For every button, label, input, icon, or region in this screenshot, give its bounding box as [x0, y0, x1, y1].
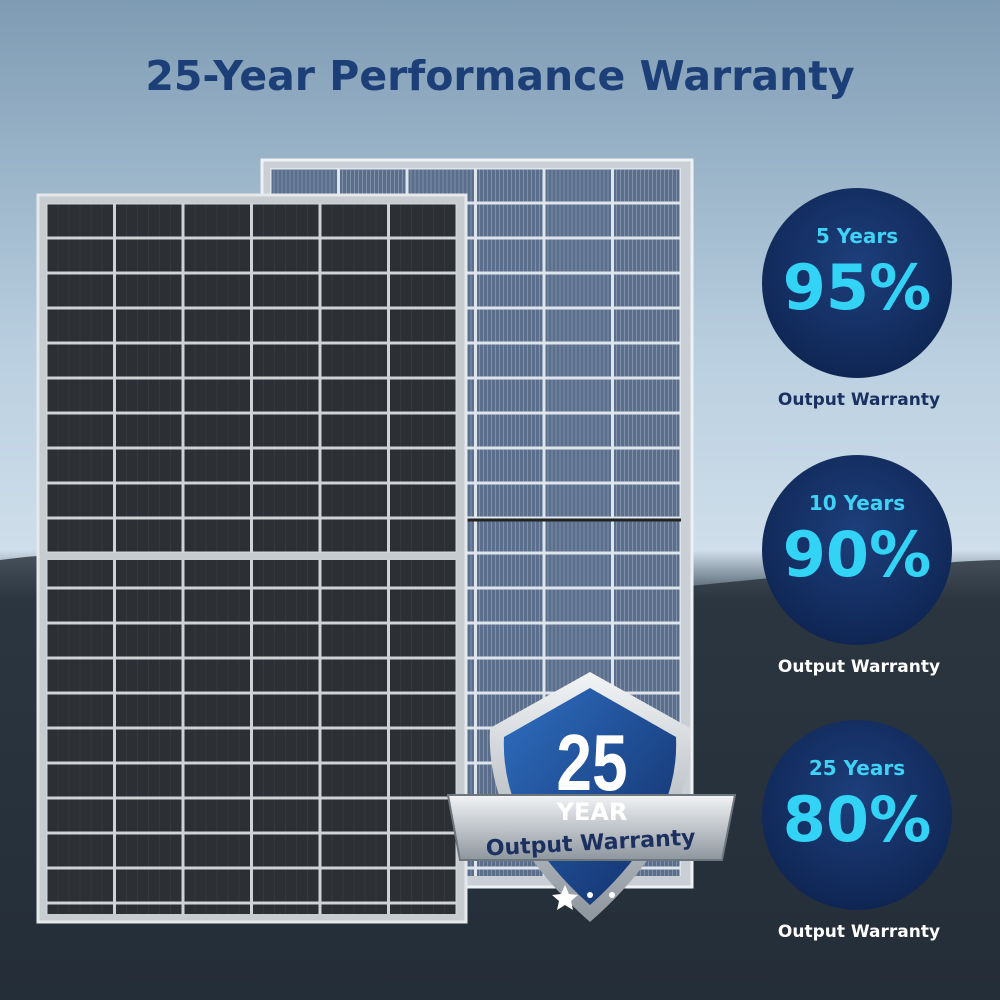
badge-period: 10 Years: [809, 491, 905, 515]
warranty-shield: 25 YEAR Output Warranty: [446, 672, 737, 922]
badge-caption: Output Warranty: [778, 657, 940, 677]
badge-circle: [762, 455, 952, 645]
badge-caption: Output Warranty: [778, 922, 940, 942]
shield-number: 25: [556, 718, 627, 807]
badge-circle: [762, 188, 952, 378]
badge-caption: Output Warranty: [778, 390, 940, 410]
title: 25-Year Performance Warranty: [145, 52, 854, 100]
badge-percent: 80%: [783, 783, 931, 856]
badge-period: 5 Years: [816, 224, 898, 248]
front-panel-cells-bottom: [46, 560, 457, 914]
badge-circle: [762, 720, 952, 910]
badge-percent: 95%: [783, 251, 931, 324]
badge-period: 25 Years: [809, 756, 905, 780]
front-panel-cells-top: [46, 203, 457, 553]
shield-unit: YEAR: [556, 798, 628, 826]
badge-percent: 90%: [783, 518, 931, 591]
